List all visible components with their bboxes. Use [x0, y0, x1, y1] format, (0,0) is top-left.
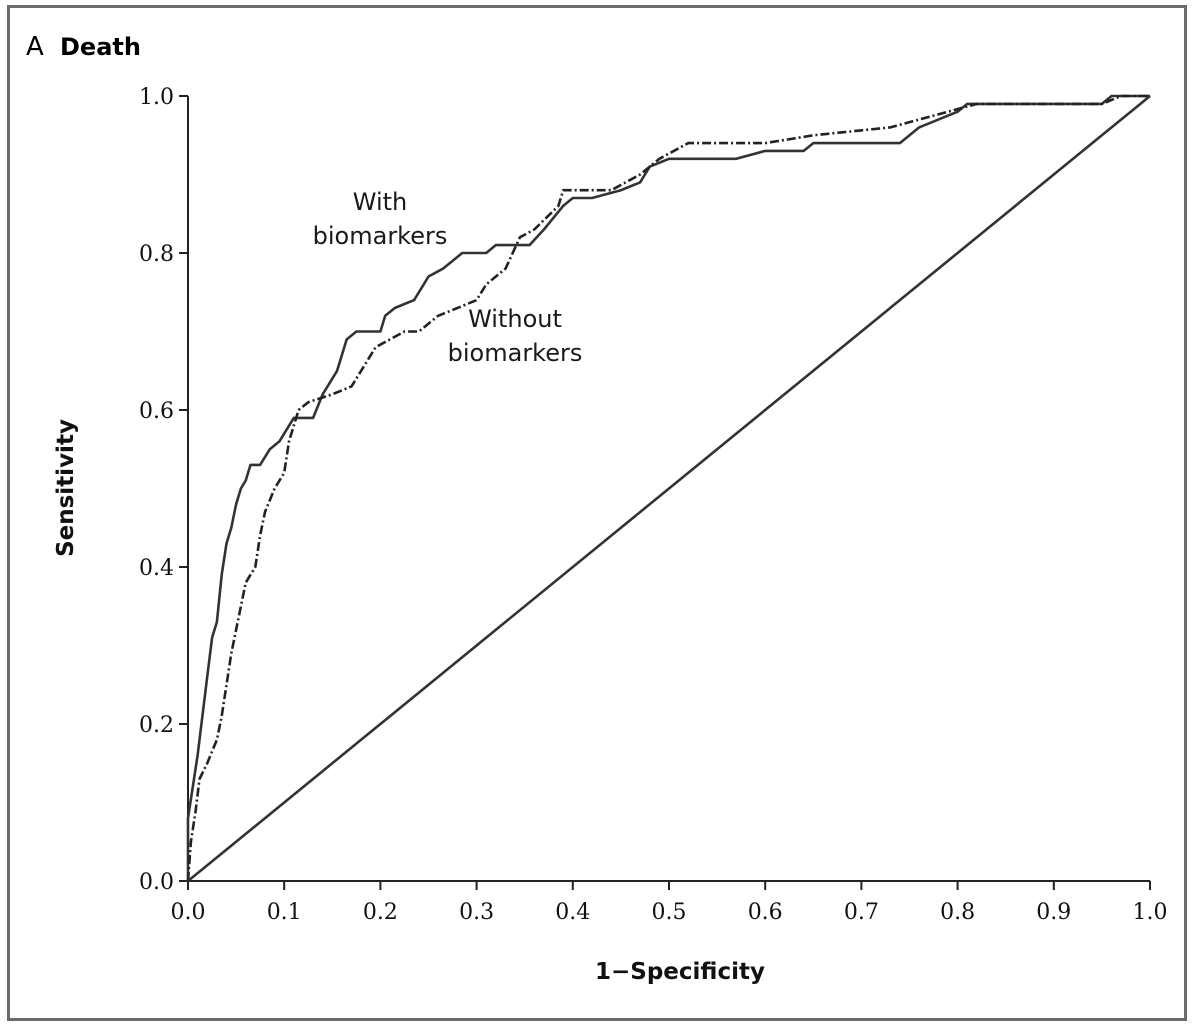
- annotation-line: With: [353, 188, 408, 216]
- roc-line-reference: [187, 94, 1151, 883]
- x-tick-label: 0.7: [844, 900, 879, 925]
- x-tick-label: 0.2: [363, 900, 398, 925]
- y-tick-label: 0.8: [139, 242, 174, 267]
- axes: 0.0 0.1 0.2 0.3 0.4 0.5 0.6 0.7 0.8 0.9 1.0 0.0 0.2 0…: [139, 85, 1168, 925]
- chart-title: Death: [60, 33, 141, 61]
- series-layer: [186, 94, 1151, 883]
- annotation-with-biomarkers: With biomarkers: [313, 188, 448, 250]
- y-tick-label: 0.4: [139, 556, 174, 581]
- annotation-line: biomarkers: [313, 222, 448, 250]
- x-tick-label: 0.8: [940, 900, 975, 925]
- annotation-without-biomarkers: Without biomarkers: [448, 305, 583, 367]
- x-tick-label: 0.1: [267, 900, 302, 925]
- annotation-line: biomarkers: [448, 339, 583, 367]
- x-tick-label: 0.5: [652, 900, 687, 925]
- x-tick-label: 0.0: [171, 900, 206, 925]
- x-tick-label: 0.9: [1036, 900, 1071, 925]
- chart-frame: [7, 5, 1187, 1021]
- x-tick-label: 1.0: [1133, 900, 1168, 925]
- y-tick-label: 1.0: [139, 85, 174, 110]
- panel-letter: A: [26, 32, 44, 62]
- roc-line-without-biomarkers: [186, 94, 1150, 882]
- annotation-line: Without: [468, 305, 562, 333]
- roc-line-with-biomarkers: [186, 94, 1150, 881]
- annotation-layer: With biomarkers Without biomarkers: [313, 188, 583, 367]
- x-tick-label: 0.6: [748, 900, 783, 925]
- x-tick-label: 0.3: [459, 900, 494, 925]
- y-axis-label: Sensitivity: [53, 419, 79, 557]
- y-tick-label: 0.2: [139, 713, 174, 738]
- y-tick-label: 0.6: [139, 399, 174, 424]
- x-tick-label: 0.4: [555, 900, 590, 925]
- y-tick-label: 0.0: [139, 870, 174, 895]
- x-axis-label: 1−Specificity: [595, 959, 765, 985]
